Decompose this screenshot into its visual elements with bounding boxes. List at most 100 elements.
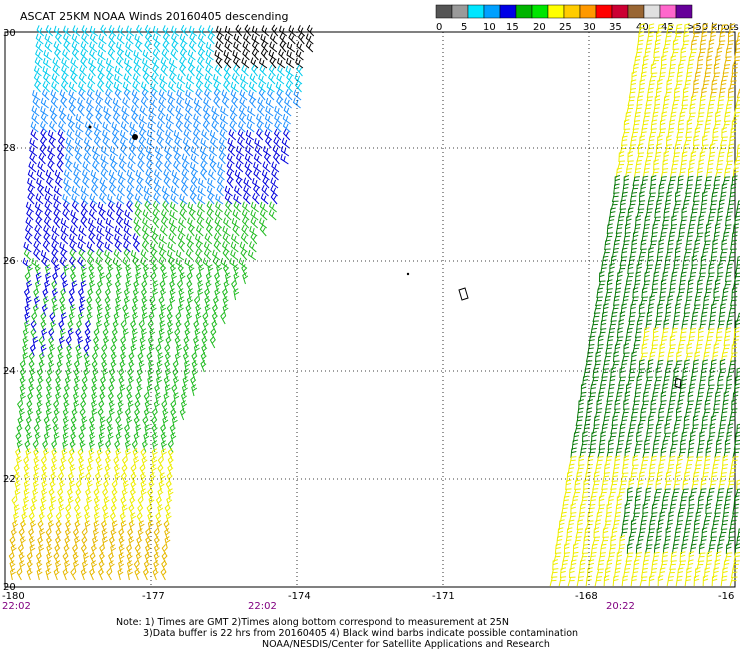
wind-barb [684, 463, 692, 475]
wind-barb [45, 400, 52, 413]
wind-barb [568, 567, 575, 579]
wind-barb [35, 416, 42, 429]
wind-barb [619, 423, 626, 435]
wind-barb [596, 511, 603, 523]
lat-label: 28 [3, 143, 16, 154]
wind-barb [148, 312, 155, 325]
wind-barb [141, 296, 148, 309]
wind-barb [42, 81, 50, 93]
wind-barb [666, 135, 672, 147]
wind-barb [657, 23, 664, 35]
wind-barb [57, 344, 64, 357]
wind-barb [34, 432, 41, 445]
wind-barb [237, 137, 245, 149]
wind-barb [99, 424, 106, 437]
wind-barb [574, 536, 582, 547]
wind-barb [47, 160, 55, 173]
wind-barb [131, 328, 138, 341]
wind-barb [591, 320, 599, 331]
wind-barb [99, 184, 107, 197]
wind-barb [730, 239, 737, 251]
wind-barb [637, 31, 645, 43]
wind-barb [268, 49, 277, 61]
wind-barb [700, 367, 708, 379]
wind-barb [151, 456, 158, 469]
wind-barb [187, 201, 196, 213]
wind-barb [614, 343, 621, 355]
wind-barb [306, 24, 315, 37]
lon-label: -16 [718, 591, 734, 602]
wind-barb [98, 568, 105, 581]
wind-barb [641, 63, 648, 75]
wind-barb [591, 376, 599, 387]
wind-barb [85, 128, 93, 141]
wind-barb [598, 328, 607, 339]
wind-barb [644, 544, 653, 555]
wind-barb [105, 217, 114, 229]
note-line: NOAA/NESDIS/Center for Satellite Applica… [262, 639, 550, 650]
wind-barb [249, 73, 258, 85]
wind-barb [45, 408, 52, 421]
wind-barb [14, 480, 21, 493]
wind-barb [75, 121, 84, 133]
wind-barb [190, 153, 199, 165]
wind-barb [137, 504, 144, 517]
wind-barb [682, 87, 689, 99]
wind-barb [253, 184, 260, 197]
wind-barb [643, 327, 650, 339]
wind-barb [205, 217, 214, 229]
wind-barb [154, 145, 164, 157]
wind-barb [246, 121, 255, 133]
wind-barb [707, 103, 715, 115]
wind-barb [22, 257, 31, 269]
wind-barb [594, 519, 601, 531]
wind-barb [175, 320, 182, 333]
wind-barb [175, 120, 183, 133]
wind-barb [111, 128, 120, 141]
wind-barb [653, 488, 662, 499]
wind-barb [703, 567, 711, 579]
wind-barb [78, 248, 86, 261]
wind-barb [119, 137, 128, 149]
wind-barb [187, 288, 194, 301]
wind-barb [93, 121, 102, 133]
wind-barb [89, 25, 99, 37]
time-label: 20:22 [606, 601, 635, 612]
wind-barb [580, 383, 587, 395]
wind-barb [596, 456, 604, 467]
legend-swatch [643, 4, 661, 19]
wind-barb [168, 217, 177, 229]
wind-barb [123, 288, 130, 301]
wind-barb [193, 296, 201, 309]
wind-barb [157, 464, 164, 477]
wind-barb [706, 328, 715, 339]
lon-label: -168 [575, 591, 598, 602]
wind-barb [135, 169, 144, 181]
legend-swatch [659, 4, 677, 19]
wind-barb [124, 209, 133, 221]
wind-barb [663, 375, 670, 387]
wind-barb [683, 527, 691, 539]
wind-barb [721, 183, 728, 195]
wind-barb [627, 431, 634, 443]
wind-barb [106, 65, 114, 77]
wind-barb [732, 335, 740, 347]
wind-barb [169, 296, 176, 309]
wind-barb [624, 223, 631, 235]
wind-barb [106, 72, 114, 85]
wind-barb [642, 223, 650, 235]
wind-barb [65, 144, 74, 157]
wind-barb [160, 57, 169, 69]
wind-barb [639, 519, 647, 531]
wind-barb [96, 248, 104, 261]
wind-barb [726, 431, 733, 443]
wind-barb [679, 271, 687, 283]
wind-barb [672, 39, 679, 51]
wind-barb [724, 383, 732, 395]
wind-barb [611, 360, 620, 371]
wind-barb [588, 503, 596, 515]
wind-barb [616, 495, 623, 507]
wind-barb [665, 360, 674, 371]
wind-barb [170, 432, 177, 445]
wind-barb [727, 423, 734, 435]
